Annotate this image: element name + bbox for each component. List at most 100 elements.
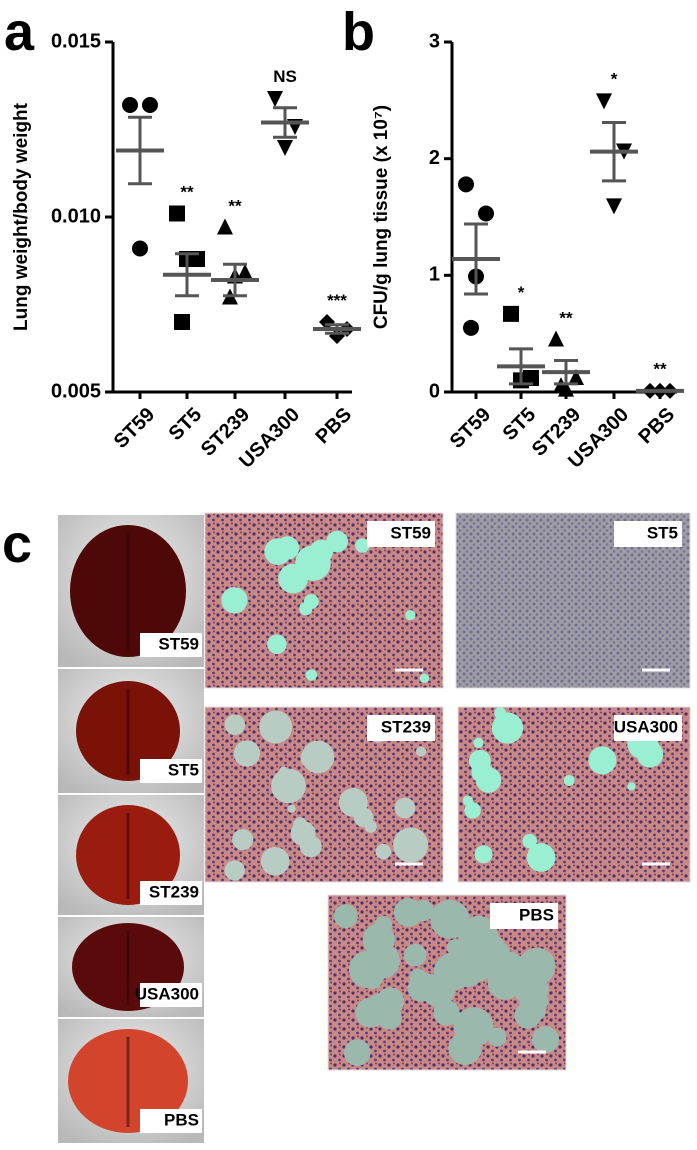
histology-label: PBS [519, 905, 554, 924]
alveolar-space [293, 817, 308, 832]
data-point [606, 198, 622, 215]
error-bar [648, 388, 672, 393]
alveolar-space [491, 712, 524, 744]
alveolar-space [448, 1031, 482, 1066]
alveolar-space [419, 673, 430, 684]
label-box [490, 903, 558, 929]
alveolar-space [494, 707, 507, 719]
significance: *** [327, 291, 347, 310]
alveolar-space [260, 846, 290, 876]
alveolar-space [275, 536, 300, 560]
y-tick-label: 0.005 [51, 380, 101, 402]
error-bar [128, 115, 152, 186]
data-point [122, 97, 138, 113]
x-tick-label: ST59 [110, 404, 159, 453]
y-axis-label: Lung weight/body weight [11, 102, 32, 331]
data-point [503, 305, 519, 322]
alveolar-space [421, 973, 455, 1007]
y-tick-label: 2 [429, 147, 440, 169]
data-point [548, 330, 564, 347]
y-tick-label: 0.010 [51, 205, 101, 227]
histology-label: USA300 [614, 717, 678, 736]
significance: ** [180, 183, 194, 202]
alveolar-space [403, 943, 427, 967]
data-point [277, 140, 293, 156]
gross-label: USA300 [135, 984, 199, 1003]
y-axis-label: CFU/g lung tissue (x 10⁷) [371, 105, 392, 329]
alveolar-space [532, 1026, 560, 1054]
error-bar [602, 121, 626, 183]
alveolar-space [355, 538, 370, 553]
alveolar-space [518, 947, 556, 985]
alveolar-space [279, 766, 288, 776]
label-box [140, 881, 202, 905]
gross-label: ST239 [149, 882, 199, 901]
alveolar-space [221, 587, 248, 614]
alveolar-space [487, 1027, 507, 1047]
alveolar-space [233, 740, 261, 767]
alveolar-space [267, 634, 287, 654]
alveolar-space [375, 843, 392, 860]
alveolar-space [271, 768, 306, 804]
y-tick-label: 0 [429, 380, 440, 402]
data-point [174, 314, 190, 330]
alveolar-space [232, 829, 254, 851]
data-point [142, 97, 158, 113]
label-box [367, 521, 435, 547]
label-box [140, 633, 202, 657]
label-box [140, 983, 202, 1007]
alveolar-space [278, 563, 308, 594]
panel-c: ST59 ST5 ST239 USA300 PBS ST59 ST5 ST239 USA300 P… [58, 512, 691, 1143]
alveolar-space [464, 802, 481, 819]
alveolar-space [393, 827, 429, 863]
photo-border [327, 894, 567, 1071]
alveolar-space [474, 845, 493, 864]
alveolar-space [471, 933, 507, 969]
data-point [478, 205, 494, 222]
data-point [463, 319, 479, 336]
error-bar [554, 359, 578, 386]
alveolar-space [394, 797, 416, 819]
alveolar-space [355, 997, 386, 1028]
alveolar-space [415, 746, 427, 757]
alveolar-space [473, 737, 484, 749]
label-box [614, 521, 682, 547]
alveolar-space [430, 899, 470, 939]
alveolar-space [224, 714, 246, 735]
significance: ** [653, 359, 667, 378]
alveolar-space [412, 899, 434, 922]
label-box [140, 1109, 202, 1133]
histology-label: ST59 [390, 523, 431, 542]
alveolar-space [475, 767, 502, 793]
data-point [132, 240, 148, 257]
x-tick-label: ST5 [165, 404, 206, 445]
alveolar-space [343, 1039, 371, 1066]
alveolar-space [526, 843, 556, 872]
label-box [367, 715, 435, 741]
photo-border [204, 706, 444, 883]
alveolar-space [522, 833, 537, 849]
gross-label: ST59 [158, 634, 199, 653]
label-box [140, 759, 202, 783]
y-tick-label: 1 [429, 264, 440, 286]
alveolar-space [305, 669, 318, 681]
data-point [568, 369, 584, 385]
histology-label: ST5 [647, 523, 678, 542]
photo-border [204, 512, 444, 689]
alveolar-space [349, 950, 387, 989]
significance: ** [228, 197, 242, 216]
alveolar-space [364, 820, 377, 833]
alveolar-space [563, 774, 575, 787]
error-bar [223, 262, 247, 298]
alveolar-space [224, 860, 245, 881]
photo-border [457, 706, 691, 883]
y-tick-label: 3 [429, 30, 440, 52]
significance: * [611, 69, 618, 88]
data-point [169, 205, 185, 222]
significance: * [518, 283, 525, 302]
alveolar-space [528, 991, 549, 1011]
data-point [267, 91, 283, 107]
alveolar-space [446, 939, 464, 956]
alveolar-space [299, 601, 313, 616]
